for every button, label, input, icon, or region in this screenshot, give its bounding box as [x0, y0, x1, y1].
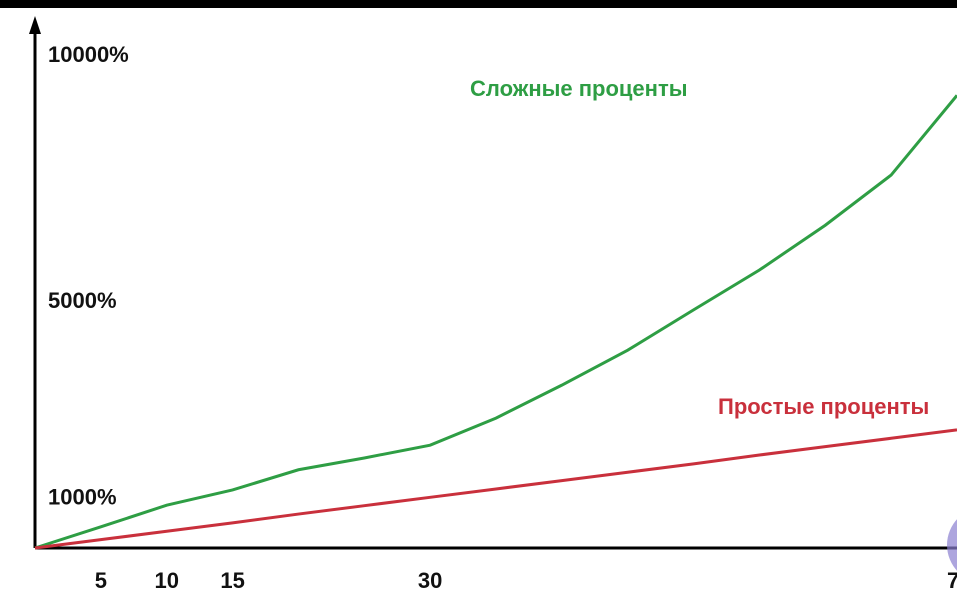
y-tick-label: 10000% — [48, 42, 129, 67]
series-label: Простые проценты — [718, 394, 929, 419]
x-tick-label: 15 — [220, 568, 244, 593]
line — [34, 428, 957, 550]
top-bar — [0, 0, 957, 8]
y-axis-arrow — [29, 16, 41, 34]
line — [34, 94, 957, 550]
y-tick-label: 5000% — [48, 288, 117, 313]
series-label: Сложные проценты — [470, 76, 688, 101]
x-tick-label: 10 — [154, 568, 178, 593]
y-tick-label: 1000% — [48, 485, 117, 510]
decor-circle — [947, 519, 957, 571]
x-tick-label: 5 — [95, 568, 107, 593]
x-tick-label: 30 — [418, 568, 442, 593]
x-tick-label: 70 — [947, 568, 957, 593]
